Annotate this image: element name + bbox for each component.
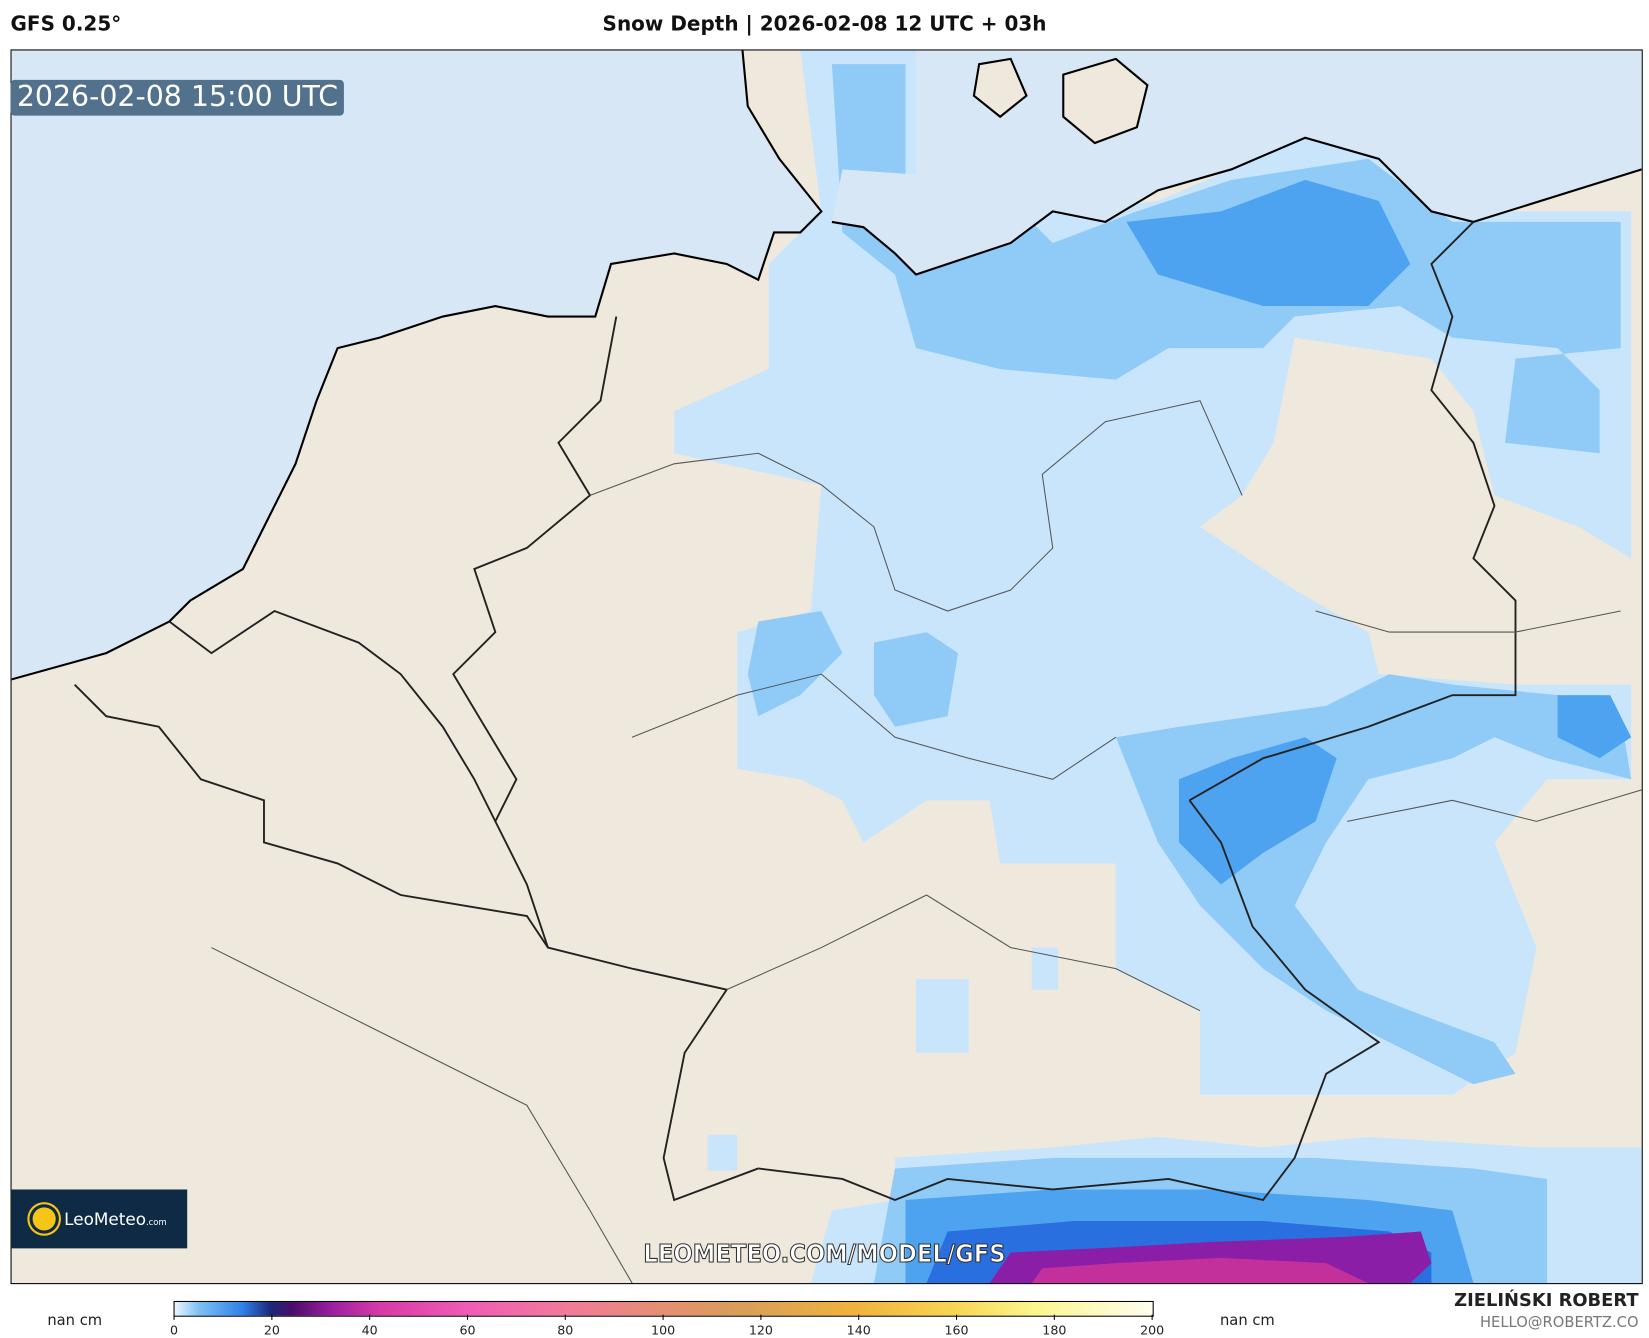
colorbar-tick <box>1053 1314 1055 1320</box>
region-border <box>211 947 633 1284</box>
snow-patch <box>916 979 969 1053</box>
baltic-sea <box>831 50 1642 275</box>
snow-layer <box>674 50 1642 1284</box>
colorbar-tick-label: 160 <box>944 1323 969 1338</box>
region-border <box>1347 789 1642 822</box>
colorbar-tick-label: 80 <box>557 1323 574 1338</box>
snow-area-magenta <box>1031 1257 1369 1284</box>
colorbar-tick-label: 200 <box>1140 1323 1165 1338</box>
coastlines <box>11 50 1642 681</box>
colorbar-tick <box>858 1314 860 1320</box>
region-border <box>726 894 1201 1012</box>
colorbar-tick-label: 180 <box>1042 1323 1067 1338</box>
sun-icon <box>32 1207 56 1231</box>
watermark: LEOMETEO.COM/MODEL/GFS <box>643 1238 1006 1269</box>
colorbar-unit-right: nan cm <box>1219 1312 1275 1330</box>
region-border <box>631 673 1117 780</box>
colorbar-tick-label: 140 <box>846 1323 871 1338</box>
snow-area-mid <box>747 611 843 717</box>
coastline-north-sea <box>11 50 823 681</box>
snow-depth-map: LeoMeteo.com <box>10 49 1643 1285</box>
colorbar-tick-label: 0 <box>170 1323 179 1338</box>
snow-area-blue <box>1557 695 1632 759</box>
colorbar-tick-label: 20 <box>263 1323 280 1338</box>
border-benelux <box>168 609 497 822</box>
colorbar-tick <box>369 1314 371 1320</box>
author-name: ZIELIŃSKI ROBERT <box>1454 1290 1639 1312</box>
colorbar-tick-label: 100 <box>651 1323 676 1338</box>
colorbar-unit-left: nan cm <box>47 1312 103 1330</box>
colorbar-tick <box>271 1314 273 1320</box>
colorbar-tick-label: 60 <box>459 1323 476 1338</box>
coastline-baltic <box>831 136 1642 276</box>
danish-island <box>972 57 1028 119</box>
model-label: GFS 0.25° <box>10 12 122 36</box>
snow-area-blue <box>1178 737 1337 885</box>
border-france <box>74 683 549 949</box>
valid-time-badge: 2026-02-08 15:00 UTC <box>10 79 345 116</box>
danish-island <box>1062 57 1149 145</box>
leometeo-logo: LeoMeteo.com <box>11 1189 188 1249</box>
region-border <box>589 400 1243 612</box>
colorbar-tick <box>564 1314 566 1320</box>
snow-patch <box>707 1134 738 1171</box>
chart-title: Snow Depth | 2026-02-08 12 UTC + 03h <box>602 12 1047 36</box>
snow-area-mid <box>873 632 959 727</box>
colorbar-tick <box>760 1314 762 1320</box>
colorbar-tick <box>662 1314 664 1320</box>
map-canvas <box>11 50 1642 1284</box>
colorbar-tick-label: 40 <box>361 1323 378 1338</box>
logo-suffix: .com <box>146 1217 167 1227</box>
colorbar-tick <box>955 1314 958 1320</box>
region-border <box>1315 610 1621 633</box>
region-borders <box>211 400 1642 1284</box>
border-germany-south <box>758 799 1381 1202</box>
author-email: HELLO@ROBERTZ.CO <box>1479 1314 1639 1332</box>
logo-text: LeoMeteo <box>64 1208 147 1229</box>
colorbar-tick-label: 120 <box>748 1323 773 1338</box>
colorbar-tick <box>466 1314 469 1320</box>
colorbar-tick <box>1151 1314 1153 1320</box>
colorbar-tick <box>173 1314 175 1320</box>
north-sea <box>11 50 822 680</box>
snow-area-blue <box>1126 179 1411 307</box>
border-germany-east <box>1189 221 1517 802</box>
